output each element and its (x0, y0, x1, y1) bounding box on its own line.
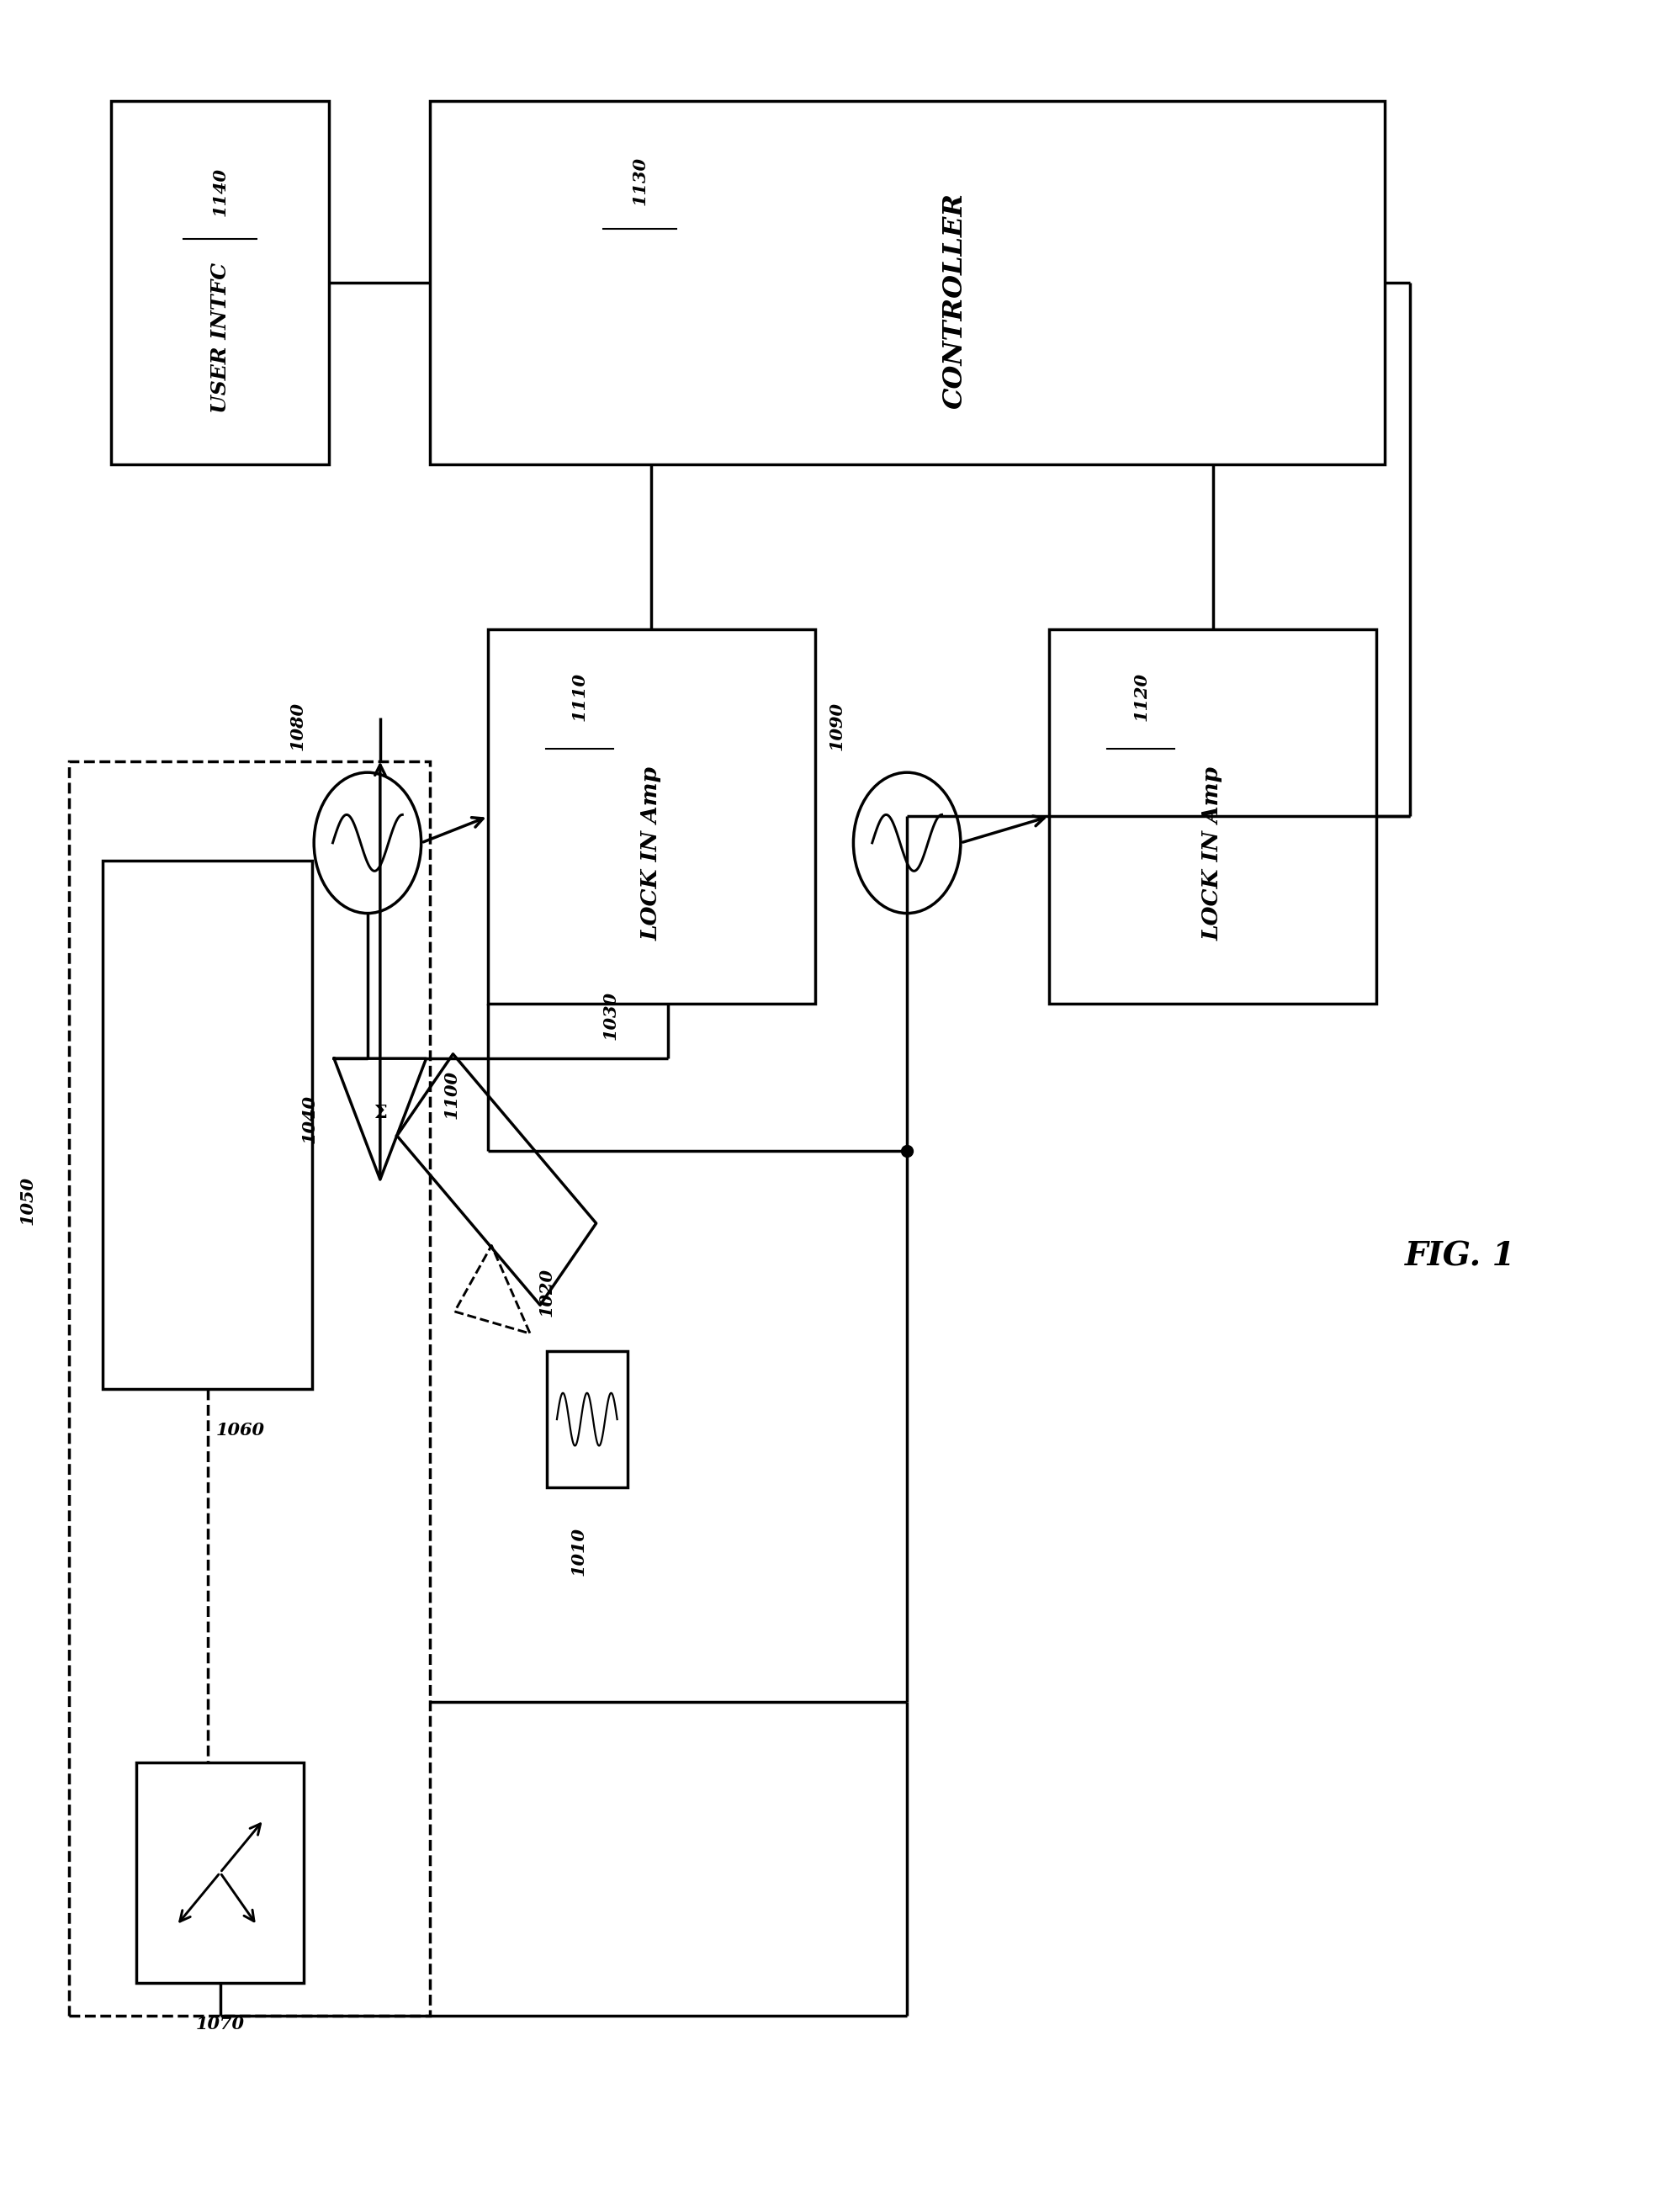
Text: LOCK IN Amp: LOCK IN Amp (1203, 767, 1223, 942)
Text: 1030: 1030 (601, 990, 618, 1041)
Text: 1050: 1050 (18, 1175, 35, 1224)
Text: 1060: 1060 (217, 1422, 265, 1438)
Text: 1070: 1070 (197, 2015, 245, 2033)
Text: USER INTFC: USER INTFC (210, 262, 230, 412)
Text: FIG. 1: FIG. 1 (1404, 1241, 1515, 1272)
Bar (546, 1352, 627, 1488)
Text: CONTROLLER: CONTROLLER (942, 192, 968, 410)
Text: 1120: 1120 (1132, 673, 1149, 721)
Text: Σ: Σ (373, 1105, 386, 1122)
Bar (1050, 628, 1376, 1003)
Text: 1100: 1100 (444, 1069, 460, 1120)
Text: 1130: 1130 (632, 157, 648, 205)
Text: 1110: 1110 (571, 673, 588, 721)
Bar (489, 628, 815, 1003)
Text: 1010: 1010 (570, 1528, 586, 1577)
Text: 1020: 1020 (539, 1268, 556, 1316)
Text: 1140: 1140 (212, 168, 228, 216)
Bar (102, 860, 312, 1389)
Text: 1080: 1080 (289, 701, 306, 750)
Text: 1090: 1090 (828, 701, 845, 750)
Text: LOCK IN Amp: LOCK IN Amp (642, 767, 662, 942)
Bar (136, 1762, 304, 1982)
Text: 1040: 1040 (301, 1094, 318, 1144)
Bar (111, 101, 329, 465)
Bar (69, 761, 430, 2015)
Bar (430, 101, 1384, 465)
